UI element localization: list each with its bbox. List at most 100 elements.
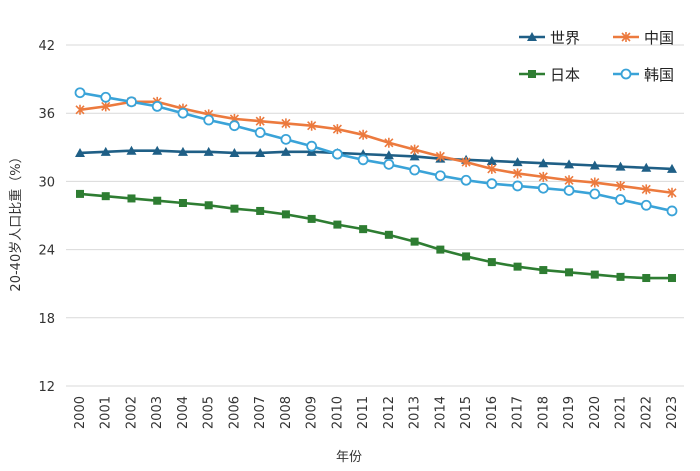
data-point xyxy=(230,204,239,213)
x-axis-title: 年份 xyxy=(336,450,362,465)
data-point xyxy=(177,107,189,119)
data-point xyxy=(152,145,163,155)
data-point xyxy=(255,147,266,157)
data-point xyxy=(513,262,522,271)
data-point xyxy=(178,198,187,207)
data-point xyxy=(641,162,652,172)
data-point xyxy=(615,194,626,205)
x-tick-label: 2019 xyxy=(562,396,577,429)
data-point xyxy=(589,160,600,170)
data-point xyxy=(127,194,136,203)
data-point xyxy=(641,184,651,195)
data-point xyxy=(256,206,265,215)
series-0 xyxy=(75,145,677,173)
x-tick-label: 2009 xyxy=(305,396,320,429)
data-point xyxy=(153,196,162,205)
data-point xyxy=(357,154,369,166)
data-point xyxy=(254,127,266,138)
data-point xyxy=(435,151,445,162)
x-tick-label: 2001 xyxy=(99,396,114,429)
data-point xyxy=(538,158,549,168)
data-point xyxy=(203,114,215,126)
x-tick-label: 2023 xyxy=(665,396,680,429)
data-point xyxy=(255,116,265,127)
data-point xyxy=(512,157,523,167)
data-point xyxy=(462,252,471,261)
data-point xyxy=(384,137,394,148)
data-point xyxy=(333,220,342,229)
x-tick-label: 2015 xyxy=(459,396,474,429)
x-tick-label: 2011 xyxy=(356,396,371,429)
data-point xyxy=(487,163,497,174)
data-point xyxy=(487,258,496,267)
legend-label: 世界 xyxy=(550,29,580,47)
x-axis-ticks: 2000 2001 2002 2003 2004 2005 2006 2007 2008 2009… xyxy=(73,396,680,429)
data-point xyxy=(75,104,85,115)
data-point xyxy=(621,32,631,42)
x-tick-label: 2013 xyxy=(408,396,423,429)
data-point xyxy=(538,171,548,182)
legend-item: 世界 xyxy=(519,29,580,47)
data-point xyxy=(461,157,471,168)
data-point xyxy=(564,175,574,186)
data-point xyxy=(331,148,343,160)
data-point xyxy=(126,145,137,155)
data-point xyxy=(666,205,678,217)
data-point xyxy=(74,87,86,99)
x-tick-label: 2014 xyxy=(433,396,448,429)
y-tick-label: 36 xyxy=(38,107,55,122)
data-point xyxy=(512,168,523,179)
legend-label: 韩国 xyxy=(644,66,674,84)
data-point xyxy=(486,155,497,165)
y-tick-label: 18 xyxy=(38,312,55,327)
x-tick-label: 2000 xyxy=(73,396,88,429)
x-tick-label: 2003 xyxy=(150,396,165,429)
data-point xyxy=(527,32,537,41)
data-point xyxy=(512,180,523,192)
data-point xyxy=(539,266,548,275)
data-point xyxy=(590,177,600,188)
data-point xyxy=(537,182,549,194)
data-point xyxy=(383,158,395,170)
x-tick-label: 2004 xyxy=(176,396,191,429)
series-line xyxy=(79,100,673,195)
data-point xyxy=(564,159,575,169)
x-tick-label: 2017 xyxy=(511,396,526,429)
data-point xyxy=(101,192,110,201)
x-tick-label: 2010 xyxy=(330,396,345,429)
data-point xyxy=(332,124,342,135)
data-point xyxy=(615,180,626,191)
data-point xyxy=(589,188,601,200)
data-point xyxy=(101,101,111,112)
data-point xyxy=(76,189,84,198)
data-point xyxy=(358,129,368,140)
series-line xyxy=(79,149,673,171)
data-point xyxy=(281,118,291,129)
data-point xyxy=(436,245,445,254)
data-point xyxy=(668,274,676,283)
data-point xyxy=(410,144,420,155)
data-point xyxy=(306,140,318,152)
data-point xyxy=(280,133,292,145)
x-tick-label: 2006 xyxy=(227,396,242,429)
data-point xyxy=(640,199,652,211)
y-axis-ticks: 12 18 24 30 36 42 xyxy=(38,39,55,395)
grid-lines xyxy=(66,44,684,387)
data-point xyxy=(307,214,316,223)
data-point xyxy=(590,270,599,279)
data-point xyxy=(151,100,163,112)
data-point xyxy=(563,185,575,196)
x-tick-label: 2020 xyxy=(588,396,603,429)
legend-item: 中国 xyxy=(613,29,674,47)
series-2 xyxy=(76,189,676,283)
data-point xyxy=(642,274,651,283)
data-point xyxy=(460,174,472,186)
data-point xyxy=(620,68,632,80)
data-point xyxy=(383,150,394,160)
data-point xyxy=(667,163,677,173)
legend-item: 日本 xyxy=(519,66,580,84)
x-tick-label: 2018 xyxy=(536,396,551,429)
